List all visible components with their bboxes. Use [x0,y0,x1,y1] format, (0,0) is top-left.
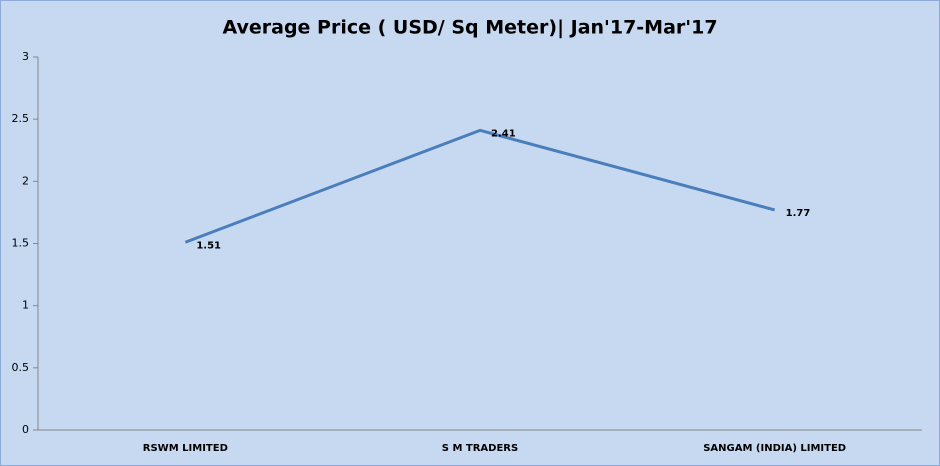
y-tick-label: 3 [22,50,29,63]
y-tick-label: 2 [22,174,29,187]
chart-title: Average Price ( USD/ Sq Meter)| Jan'17-M… [222,17,717,39]
data-label: 2.41 [491,128,516,139]
data-label: 1.77 [786,208,811,219]
data-label: 1.51 [196,240,221,251]
y-tick-label: 1.5 [12,237,30,250]
y-tick-label: 1 [22,299,29,312]
y-tick-label: 0 [22,423,29,436]
x-tick-label: RSWM LIMITED [143,443,228,454]
x-tick-label: S M TRADERS [442,443,518,454]
y-tick-label: 0.5 [12,361,30,374]
x-tick-label: SANGAM (INDIA) LIMITED [703,443,846,454]
line-series [184,128,776,244]
y-tick-label: 2.5 [12,112,30,125]
